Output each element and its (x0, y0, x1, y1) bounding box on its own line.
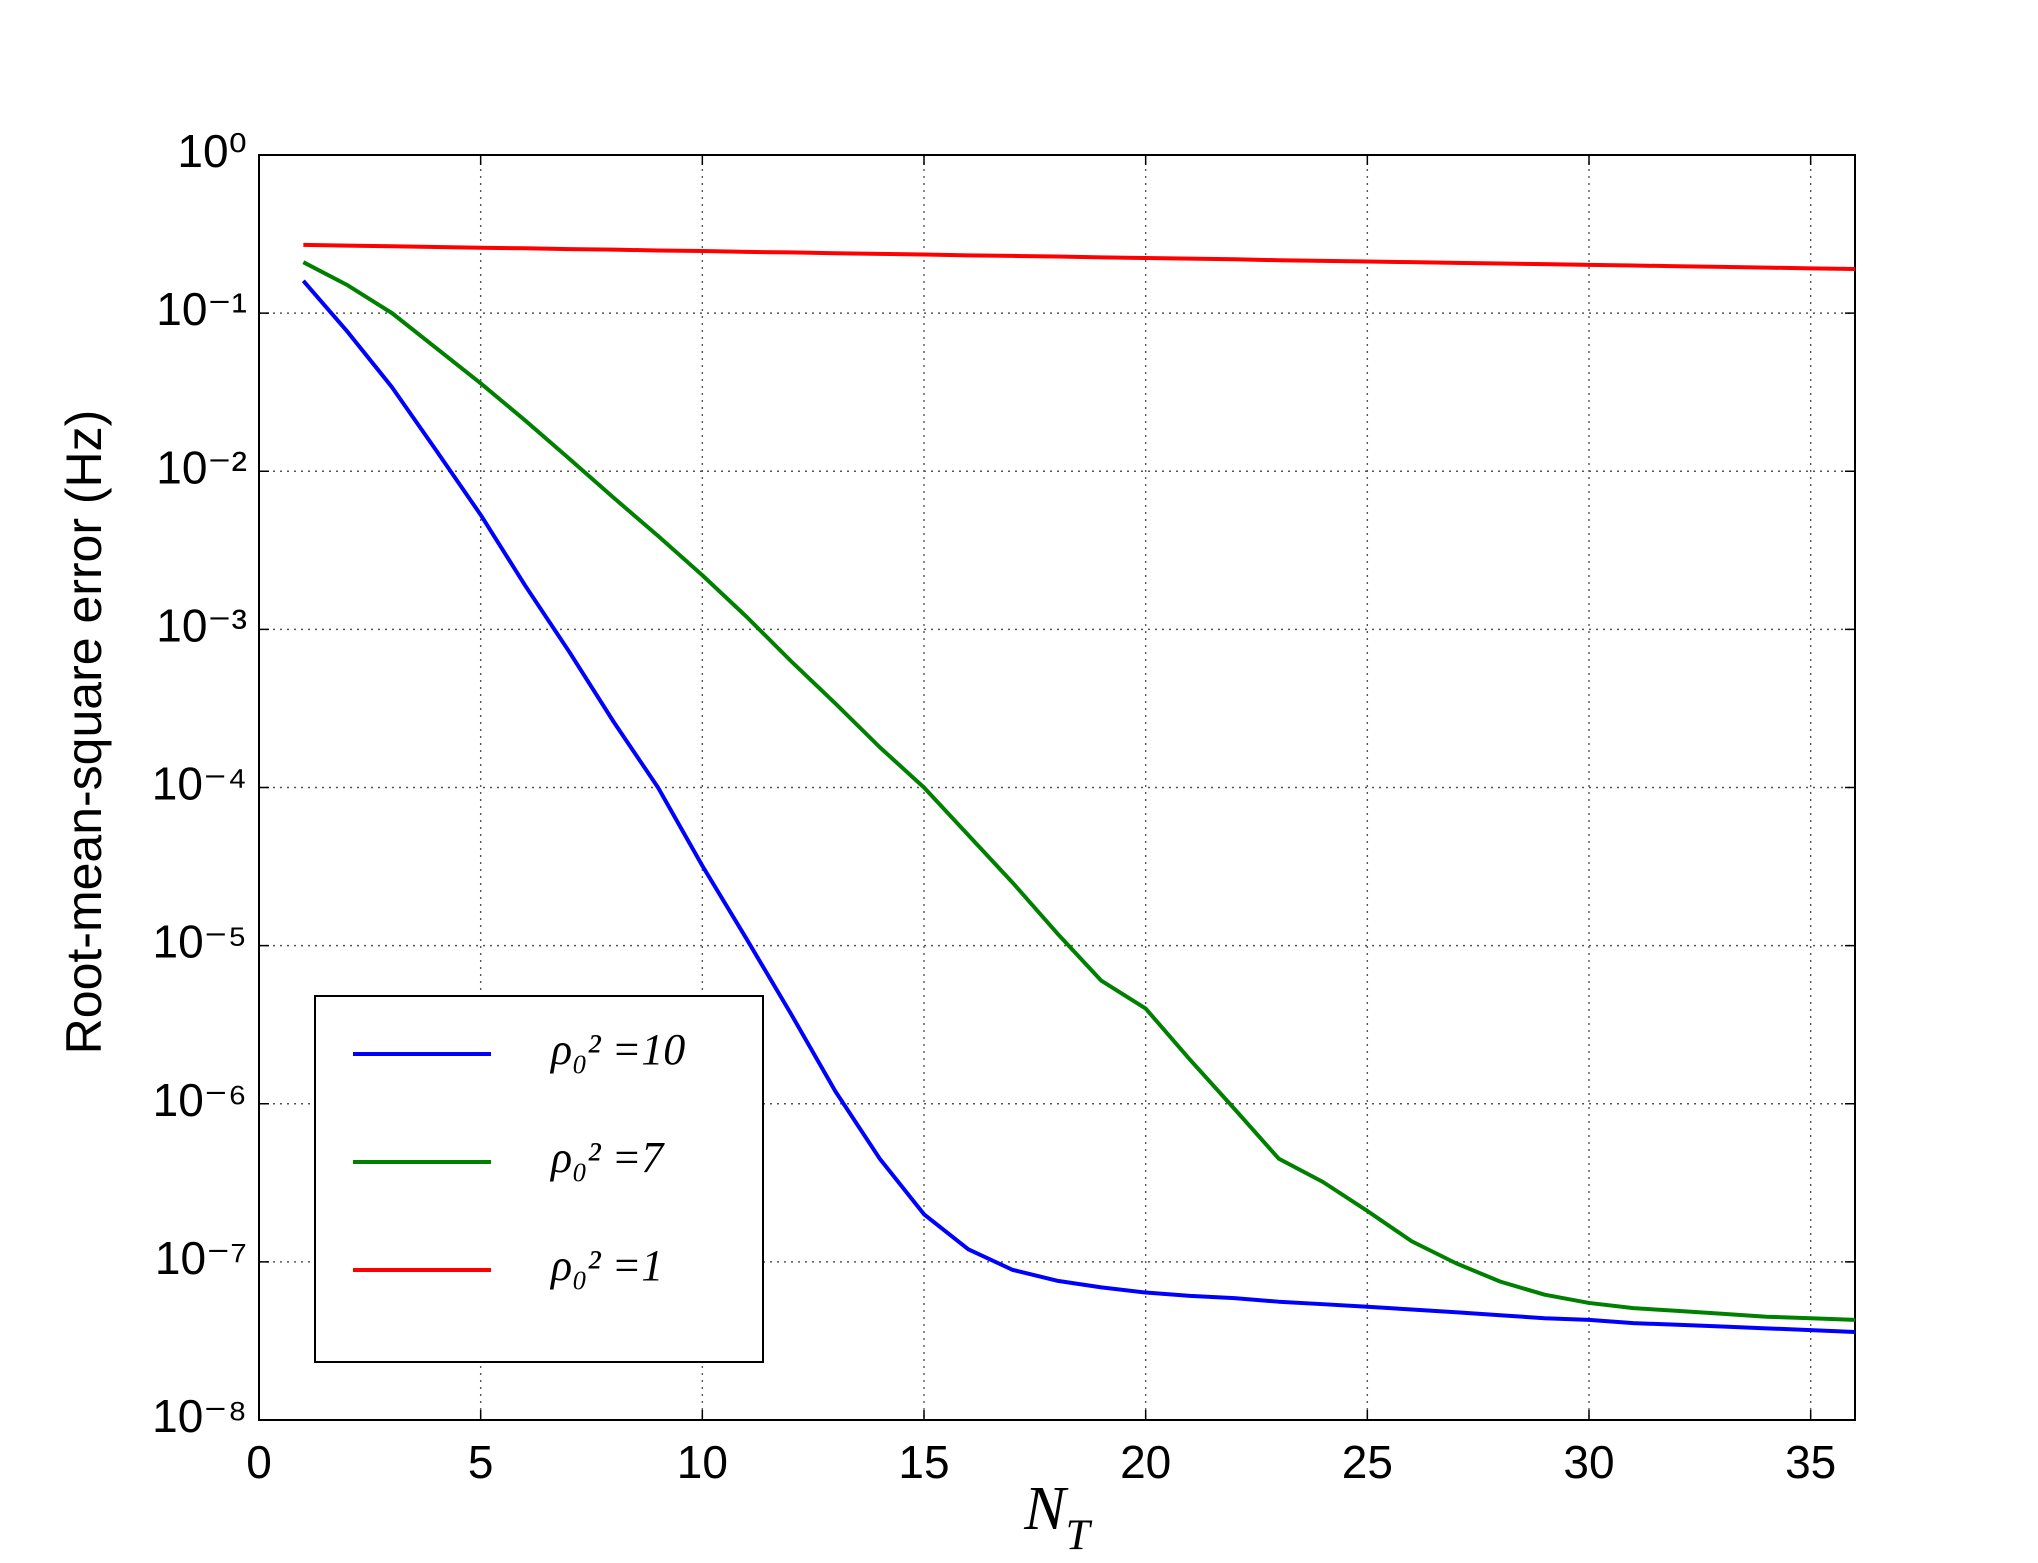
series-line (301, 279, 1856, 1335)
x-tick-label: 5 (468, 1436, 494, 1488)
y-tick-label: 10⁻⁶ (153, 1074, 247, 1126)
x-tick-label: 30 (1563, 1436, 1614, 1488)
series-line (302, 260, 1856, 1322)
y-axis-label: Root-mean-square error (Hz) (56, 410, 112, 1055)
plot-frame (258, 154, 1856, 1421)
x-tick-label: 25 (1342, 1436, 1393, 1488)
y-tick-label: 10⁻² (156, 441, 247, 493)
legend-label: ρ₀² =7 (549, 1133, 665, 1182)
x-axis-label: NT (1023, 1475, 1092, 1559)
legend-label: ρ₀² =1 (549, 1241, 663, 1290)
series-line (303, 242, 1856, 272)
y-tick-label: 10⁻⁴ (152, 758, 247, 810)
x-tick-label: 15 (898, 1436, 949, 1488)
y-tick-label: 10⁻¹ (156, 283, 247, 335)
y-tick-label: 10⁰ (177, 125, 247, 177)
x-tick-label: 20 (1120, 1436, 1171, 1488)
y-tick-label: 10⁻⁸ (152, 1390, 247, 1442)
y-tick-label: 10⁻⁷ (155, 1232, 247, 1284)
y-tick-label: 10⁻³ (156, 600, 247, 652)
x-tick-label: 35 (1785, 1436, 1836, 1488)
x-tick-label: 10 (677, 1436, 728, 1488)
y-tick-label: 10⁻⁵ (152, 916, 247, 968)
legend-box (314, 995, 764, 1363)
x-tick-label: 0 (246, 1436, 272, 1488)
legend-label: ρ₀² =10 (549, 1025, 685, 1074)
legend: ρ₀² =10 ρ₀² =7 ρ₀² =1 (314, 995, 764, 1363)
